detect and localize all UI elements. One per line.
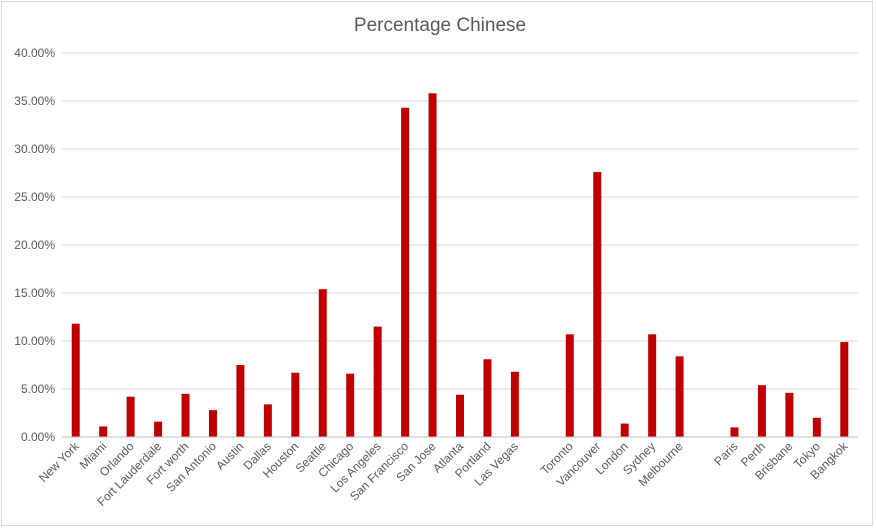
y-tick-label: 35.00% [14, 94, 55, 108]
bar [483, 359, 492, 437]
bar [785, 392, 794, 437]
bar [428, 93, 437, 437]
bar [510, 371, 519, 437]
x-tick-label: Austin [213, 439, 246, 472]
y-tick-label: 20.00% [14, 238, 55, 252]
bar [373, 326, 382, 437]
bars [71, 93, 849, 438]
y-tick-label: 25.00% [14, 190, 55, 204]
bar [401, 107, 410, 437]
x-tick-label: Paris [711, 439, 740, 468]
bar [126, 396, 135, 437]
bar [208, 410, 217, 437]
bar [565, 334, 574, 437]
bar [154, 421, 163, 437]
y-tick-label: 0.00% [21, 430, 55, 444]
bar [236, 365, 245, 437]
bar [648, 334, 657, 437]
bar [840, 341, 849, 437]
bar [346, 373, 355, 437]
bar [456, 394, 464, 437]
bar [99, 426, 108, 437]
bar [181, 393, 190, 437]
y-tick-label: 40.00% [14, 46, 55, 60]
bar [593, 172, 602, 438]
y-axis-ticks: 0.00% 5.00% 10.00% 15.00% 20.00% 25.00% 30.00%… [14, 46, 55, 444]
chart-title: Percentage Chinese [354, 15, 526, 36]
bar [730, 427, 739, 437]
y-tick-label: 10.00% [14, 334, 55, 348]
bar [263, 404, 272, 437]
y-tick-label: 30.00% [14, 142, 55, 156]
y-tick-label: 15.00% [14, 286, 55, 300]
bar [812, 417, 821, 437]
bar [318, 289, 327, 437]
bar [675, 356, 684, 437]
y-tick-label: 5.00% [21, 382, 55, 396]
gridlines [62, 52, 858, 390]
bar [757, 385, 766, 437]
bar [71, 323, 80, 437]
bar [291, 372, 300, 437]
bar [620, 423, 629, 437]
